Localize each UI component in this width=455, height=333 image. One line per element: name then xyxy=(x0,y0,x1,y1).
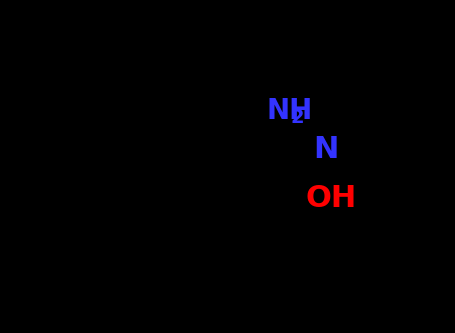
Text: NH: NH xyxy=(266,97,313,125)
Text: N: N xyxy=(313,135,338,164)
Text: 2: 2 xyxy=(290,108,304,127)
Text: OH: OH xyxy=(305,184,356,213)
